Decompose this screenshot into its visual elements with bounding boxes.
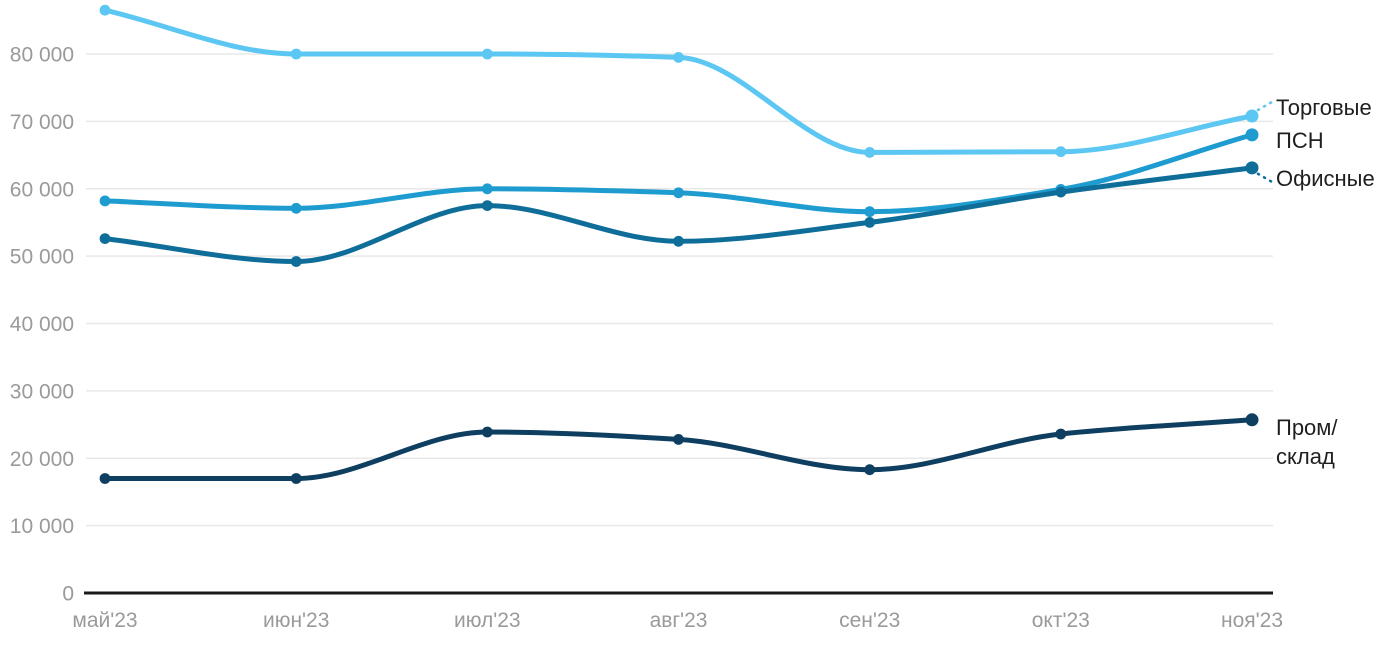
series-line-psn bbox=[102, 132, 1255, 215]
series-point-retail bbox=[290, 48, 302, 60]
y-axis-tick-label: 0 bbox=[62, 583, 74, 606]
x-axis-tick-label: авг'23 bbox=[650, 609, 708, 632]
series-point-industrial-warehouse bbox=[673, 434, 684, 445]
series-point-office bbox=[290, 256, 302, 267]
series-point-retail bbox=[99, 4, 111, 16]
series-label-industrial-warehouse: склад bbox=[1276, 444, 1335, 469]
series-label-industrial-warehouse: Пром/ bbox=[1276, 415, 1338, 440]
x-axis-tick-label: окт'23 bbox=[1032, 609, 1090, 632]
series-point-office bbox=[673, 235, 684, 247]
series-point-office bbox=[99, 233, 111, 245]
series-line-office bbox=[102, 165, 1255, 265]
series-point-retail bbox=[1055, 146, 1067, 158]
series-point-retail bbox=[864, 147, 876, 158]
series-point-industrial-warehouse bbox=[1245, 413, 1259, 427]
series-point-psn bbox=[481, 183, 493, 195]
y-axis-tick-label: 40 000 bbox=[10, 313, 74, 336]
series-label-office: Офисные bbox=[1276, 166, 1375, 191]
x-axis-tick-label: ноя'23 bbox=[1221, 609, 1283, 632]
series-point-psn bbox=[673, 187, 684, 199]
x-axis-tick-label: июл'23 bbox=[454, 609, 521, 632]
series-line-retail bbox=[102, 7, 1255, 155]
x-axis-tick-label: май'23 bbox=[72, 609, 137, 632]
y-axis-tick-label: 10 000 bbox=[10, 515, 74, 538]
series-point-retail bbox=[1245, 109, 1259, 123]
series-point-psn bbox=[99, 195, 111, 207]
series-point-office bbox=[1055, 186, 1067, 198]
series-point-retail bbox=[673, 52, 684, 63]
series-point-office bbox=[1245, 161, 1259, 175]
leader-line-retail bbox=[1256, 100, 1274, 112]
series-point-office bbox=[481, 200, 493, 212]
series-point-industrial-warehouse bbox=[864, 464, 876, 476]
series-label-psn: ПСН bbox=[1276, 128, 1324, 153]
series-point-office bbox=[864, 217, 876, 228]
series-point-industrial-warehouse bbox=[1055, 428, 1067, 440]
y-axis-tick-label: 50 000 bbox=[10, 246, 74, 269]
y-axis-tick-label: 70 000 bbox=[10, 111, 74, 134]
x-axis-tick-label: сен'23 bbox=[839, 609, 900, 632]
series-point-psn bbox=[1245, 128, 1259, 142]
leader-line-office bbox=[1256, 172, 1274, 184]
series-point-industrial-warehouse bbox=[481, 426, 493, 438]
series-line-industrial-warehouse bbox=[102, 417, 1255, 482]
series-point-retail bbox=[481, 48, 493, 60]
y-axis-tick-label: 30 000 bbox=[10, 380, 74, 403]
series-point-psn bbox=[864, 206, 876, 218]
y-axis-tick-label: 60 000 bbox=[10, 178, 74, 201]
x-axis-tick-label: июн'23 bbox=[263, 609, 329, 632]
series-label-retail: Торговые bbox=[1276, 95, 1372, 120]
y-axis-tick-label: 80 000 bbox=[10, 44, 74, 67]
series-point-industrial-warehouse bbox=[290, 473, 302, 484]
series-point-psn bbox=[290, 202, 302, 214]
series-point-industrial-warehouse bbox=[99, 473, 111, 484]
y-axis-tick-label: 20 000 bbox=[10, 448, 74, 471]
